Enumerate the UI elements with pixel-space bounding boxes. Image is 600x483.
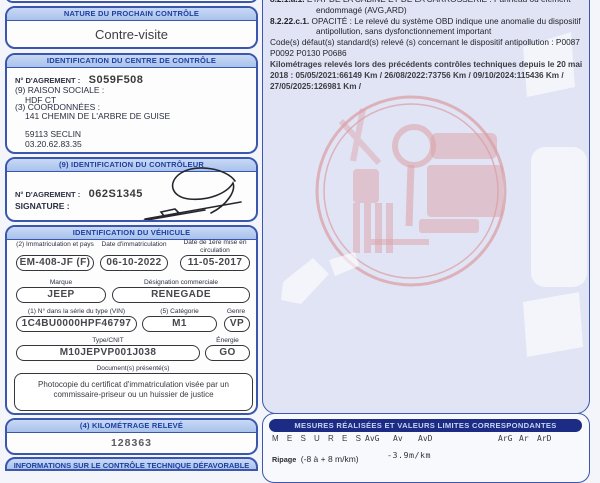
defects-block: 8.2.1.a.1. ÉTAT DE LA CABINE ET DE LA CA… — [270, 0, 584, 59]
documents-value: Photocopie du certificat d'immatriculati… — [14, 373, 253, 411]
address-line1: 141 CHEMIN DE L'ARBRE DE GUISE — [25, 111, 171, 121]
section-kilometrage: (4) KILOMÉTRAGE RELEVÉ 128363 — [5, 418, 258, 455]
agrement-value: S059F508 — [88, 74, 144, 86]
defect-text: OPACITÉ : Le relevé du système OBD indiq… — [311, 15, 581, 37]
date-mise-en-circulation-label: Date de 1ère mise en circulation — [183, 239, 247, 254]
section-mesures: MESURES RÉALISÉES ET VALEURS LIMITES COR… — [262, 413, 590, 483]
designation-value: RENEGADE — [112, 287, 250, 303]
car-watermark-fragment-icon — [281, 252, 359, 304]
marque-label: Marque — [49, 279, 73, 286]
agrement-label: N° D'AGREMENT : — [15, 190, 81, 199]
raison-sociale-value: HDF CT — [25, 95, 57, 105]
section-centre-de-controle: IDENTIFICATION DU CENTRE DE CONTRÔLE N° … — [5, 53, 258, 154]
section-vehicule: IDENTIFICATION DU VÉHICULE (2) Immatricu… — [5, 225, 258, 415]
defect-item-1: 8.2.1.a.1. ÉTAT DE LA CABINE ET DE LA CA… — [270, 0, 584, 16]
phone-number: 03.20.62.83.35 — [25, 139, 82, 149]
vin-label: (1) N° dans la série du type (VIN) — [27, 308, 126, 315]
section-title: NATURE DU PROCHAIN CONTRÔLE — [7, 8, 256, 21]
kilometrage-value: 128363 — [110, 437, 153, 449]
vin-value: 1C4BU0000HPF46797 — [16, 316, 137, 332]
section-nature-prochain-controle: NATURE DU PROCHAIN CONTRÔLE Contre-visit… — [5, 6, 258, 49]
genre-value: VP — [224, 316, 250, 332]
marque-value: JEEP — [16, 287, 106, 303]
signature-scribble — [142, 167, 242, 220]
date-immatriculation-label: Date d'immatriculation — [101, 241, 167, 248]
energie-label: Énergie — [216, 337, 239, 344]
agrement-row: N° D'AGREMENT : S059F508 — [15, 70, 143, 88]
nature-value: Contre-visite — [95, 27, 168, 42]
defect-code: 8.2.22.c.1. — [270, 15, 310, 26]
documents-label: Document(s) présenté(s) — [96, 365, 170, 372]
section-title: IDENTIFICATION DU CENTRE DE CONTRÔLE — [7, 55, 256, 68]
type-cnit-label: Type/CNIT — [92, 337, 124, 344]
col-avg: AvG — [365, 434, 380, 443]
section-informations-defavorable: INFORMATIONS SUR LE CONTRÔLE TECHNIQUE D… — [5, 457, 258, 471]
address-line2: 59113 SECLIN — [25, 129, 82, 139]
raison-sociale-label: (9) RAISON SOCIALE : — [15, 85, 105, 95]
agrement-row: N° D'AGREMENT : 062S1345 — [15, 184, 143, 202]
categorie-value: M1 — [142, 316, 217, 332]
top-partial-box — [5, 0, 258, 3]
defect-code: 8.2.1.a.1. — [270, 0, 305, 4]
car-watermark-icon — [523, 32, 587, 357]
col-avd: AvD — [418, 434, 433, 443]
ripage-range: (-8 à + 8 m/km) — [300, 454, 359, 464]
defect-item-2: 8.2.22.c.1. OPACITÉ : Le relevé du systè… — [270, 16, 584, 38]
defect-codes-line: Code(s) défaut(s) standard(s) relevé (s)… — [270, 37, 580, 58]
signature-label: SIGNATURE : — [15, 201, 70, 211]
col-ar: Ar — [519, 434, 529, 443]
section-title: IDENTIFICATION DU VÉHICULE — [7, 227, 256, 240]
section-title: (4) KILOMÉTRAGE RELEVÉ — [7, 420, 256, 433]
immatriculation-value: EM-408-JF (F) — [16, 255, 94, 271]
km-history-paragraph: Kilométrages relevés lors des précédents… — [270, 60, 583, 91]
section-controleur: (9) IDENTIFICATION DU CONTRÔLEUR N° D'AG… — [5, 157, 258, 222]
mesures-row-header: M E S U R E S — [272, 434, 364, 443]
date-mise-en-circulation-value: 11-05-2017 — [180, 255, 250, 271]
designation-label: Désignation commerciale — [143, 279, 219, 286]
genre-label: Genre — [226, 308, 246, 315]
right-panel: 8.2.1.a.1. ÉTAT DE LA CABINE ET DE LA CA… — [262, 0, 590, 414]
agrement-value: 062S1345 — [88, 188, 143, 200]
col-av: Av — [393, 434, 403, 443]
ripage-value: -3.9m/km — [387, 450, 431, 460]
agrement-label: N° D'AGREMENT : — [15, 76, 81, 85]
mesures-title: MESURES RÉALISÉES ET VALEURS LIMITES COR… — [269, 419, 582, 432]
coordonnees-label: (3) COORDONNÉES : — [15, 102, 101, 112]
type-cnit-value: M10JEPVP001J038 — [16, 345, 200, 361]
immatriculation-label: (2) Immatriculation et pays — [16, 241, 94, 248]
ripage-row: Ripage (-8 à + 8 m/km) — [272, 449, 359, 467]
defect-text: ÉTAT DE LA CABINE ET DE LA CARROSSERIE :… — [307, 0, 571, 15]
ripage-label: Ripage — [272, 455, 297, 464]
col-ard: ArD — [537, 434, 552, 443]
energie-value: GO — [205, 345, 250, 361]
col-arg: ArG — [498, 434, 513, 443]
date-immatriculation-value: 06-10-2022 — [100, 255, 168, 271]
inspection-stamp-icon — [315, 95, 507, 287]
